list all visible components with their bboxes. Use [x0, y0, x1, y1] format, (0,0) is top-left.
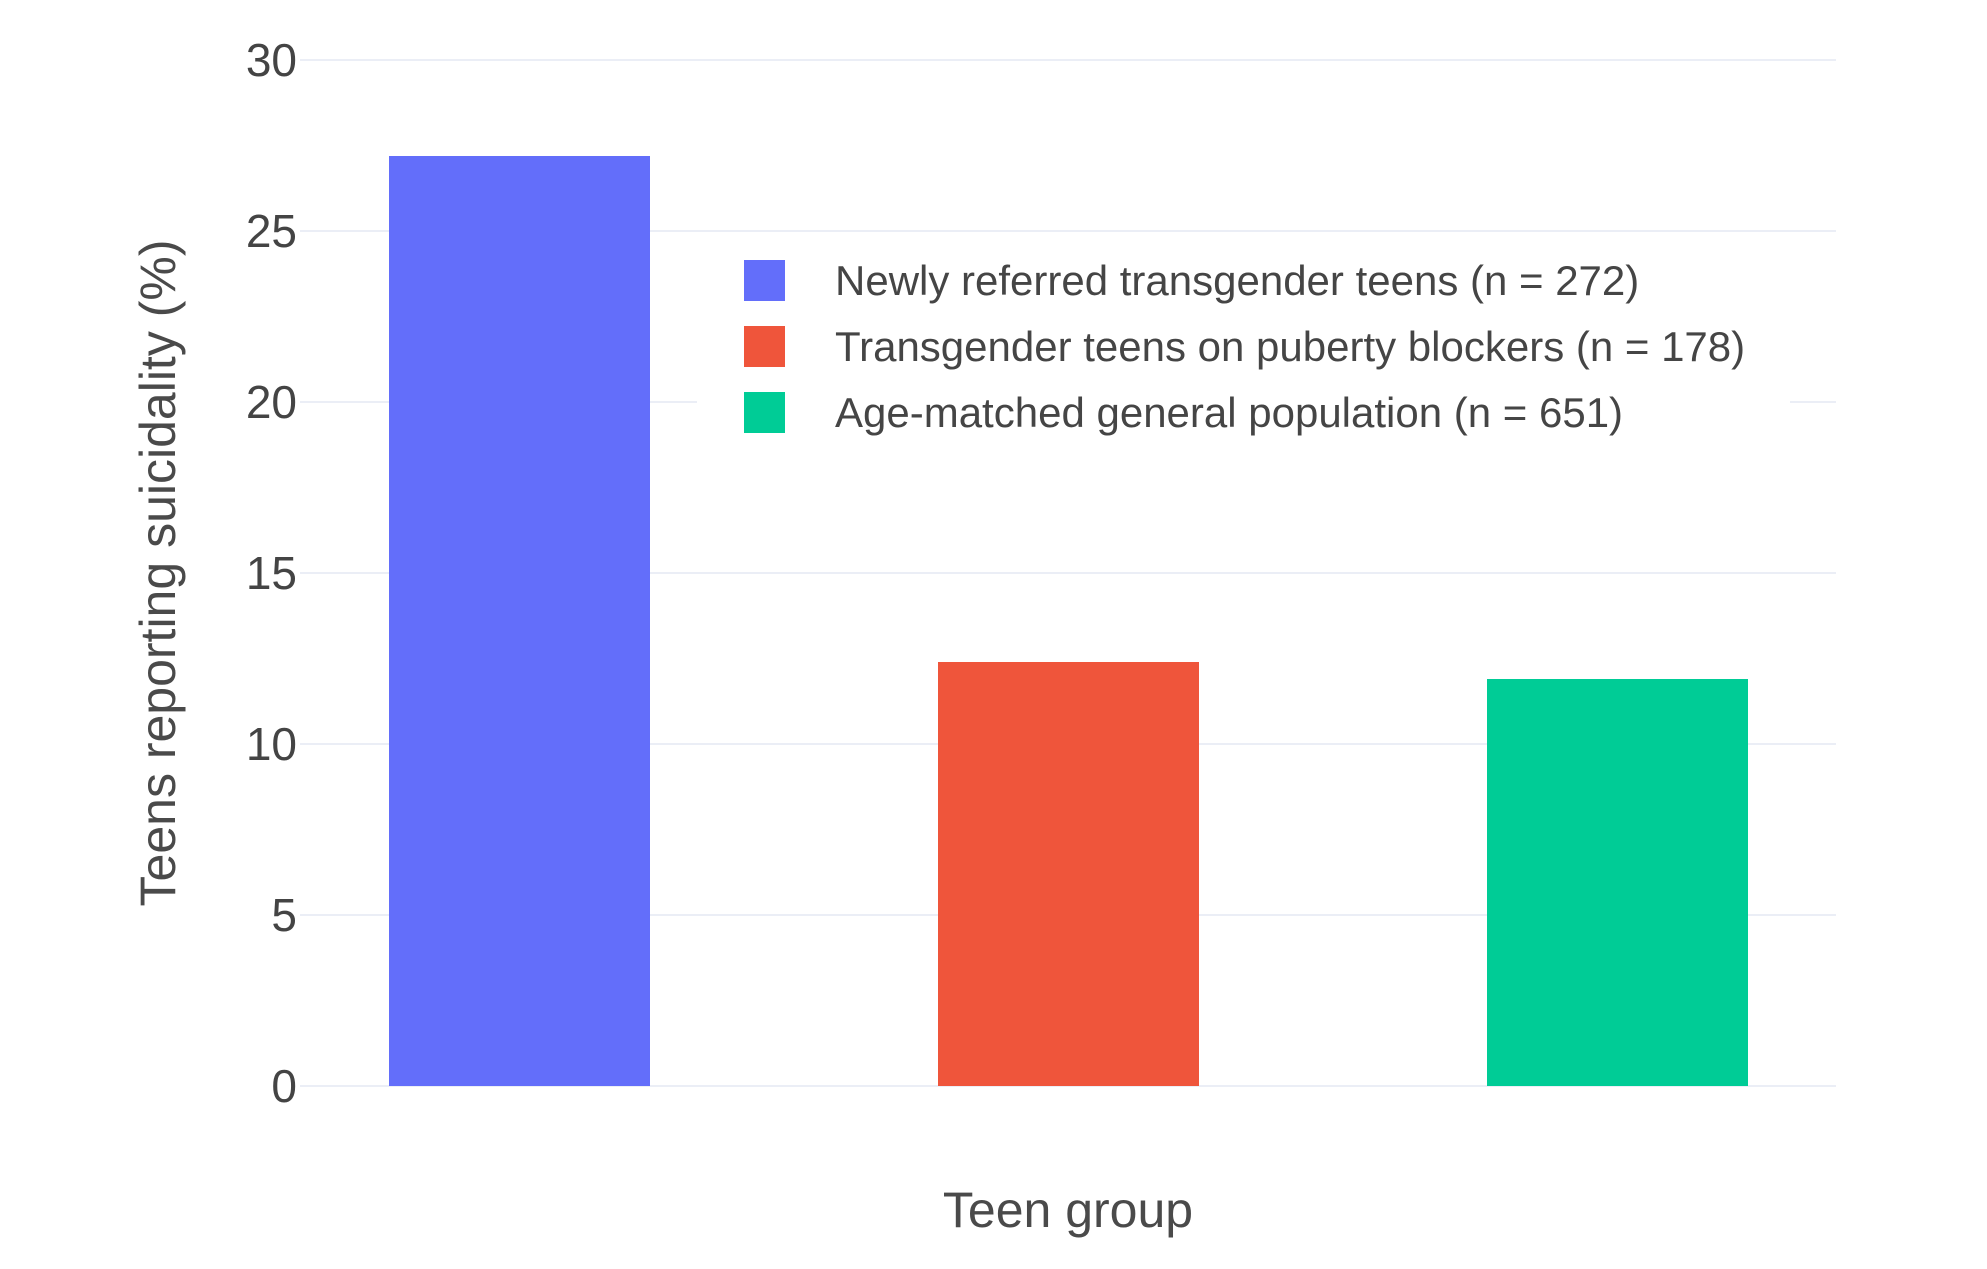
bar-1[interactable]	[389, 155, 650, 1086]
legend-item-3[interactable]: Age-matched general population (n = 651)	[744, 388, 1790, 436]
legend-swatch-icon	[744, 392, 785, 433]
legend-item-2[interactable]: Transgender teens on puberty blockers (n…	[744, 322, 1790, 370]
y-axis-title: Teens reporting suicidality (%)	[130, 239, 186, 907]
y-tick-label-10: 10	[245, 718, 297, 770]
gridline-y-15	[300, 572, 1836, 574]
legend-label: Age-matched general population (n = 651)	[835, 388, 1624, 436]
legend-swatch-icon	[744, 260, 785, 301]
legend-swatch-icon	[744, 326, 785, 367]
gridline-y-25	[300, 230, 1836, 232]
y-tick-label-0: 0	[271, 1060, 297, 1112]
legend-item-1[interactable]: Newly referred transgender teens (n = 27…	[744, 256, 1790, 304]
y-tick-label-30: 30	[245, 34, 297, 86]
legend-label: Transgender teens on puberty blockers (n…	[835, 322, 1746, 370]
y-tick-label-20: 20	[245, 376, 297, 428]
bar-2[interactable]	[938, 661, 1199, 1086]
gridline-y-30	[300, 59, 1836, 61]
y-tick-label-25: 25	[245, 205, 297, 257]
x-axis-title: Teen group	[942, 1182, 1194, 1238]
y-tick-label-5: 5	[271, 889, 297, 941]
legend: Newly referred transgender teens (n = 27…	[697, 240, 1790, 451]
gridline-y-0	[300, 1085, 1836, 1087]
legend-label: Newly referred transgender teens (n = 27…	[835, 256, 1640, 304]
y-tick-label-15: 15	[245, 547, 297, 599]
bar-3[interactable]	[1487, 679, 1748, 1086]
